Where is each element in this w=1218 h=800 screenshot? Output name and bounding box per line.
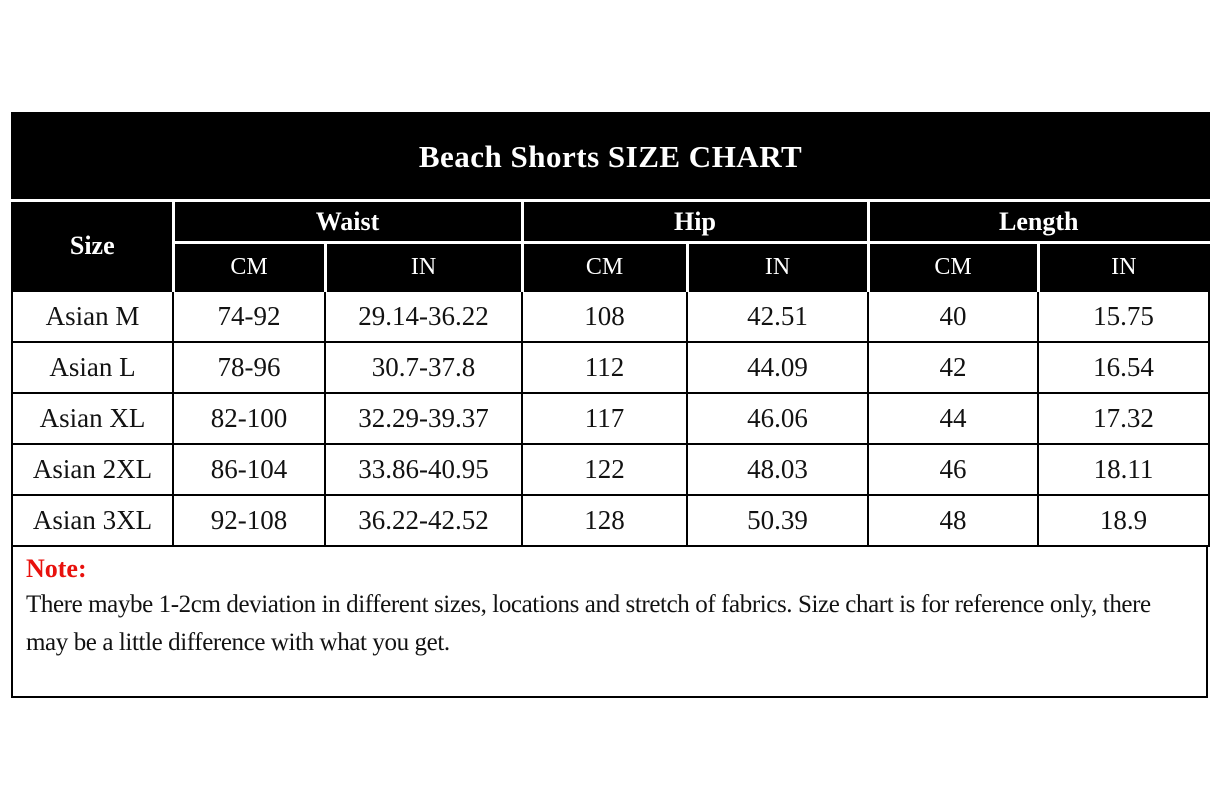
group-header-row: Size Waist Hip Length [12,200,1210,291]
length-cm-value: 46 [867,443,1039,496]
col-header-hip: Hip [520,200,868,244]
waist-in-value: 30.7-37.8 [324,341,523,394]
waist-in-value: 32.29-39.37 [324,392,523,445]
table-title: Beach Shorts SIZE CHART [12,113,1210,202]
length-in-value: 15.75 [1036,290,1211,343]
col-header-length: Length [866,200,1210,244]
hip-cm-value: 128 [521,494,688,547]
note-text: There maybe 1-2cm deviation in different… [26,591,1151,656]
size-value: Asian L [11,341,174,394]
length-in-value: 16.54 [1036,341,1211,394]
col-header-length-cm: CM [866,242,1038,291]
length-cm-value: 48 [867,494,1039,547]
col-header-waist-cm: CM [171,242,325,291]
col-header-hip-in: IN [685,242,868,291]
waist-cm-value: 92-108 [172,494,326,547]
table-row: Asian 3XL 92-108 36.22-42.52 128 50.39 4… [11,494,1211,547]
col-header-hip-cm: CM [520,242,687,291]
waist-cm-value: 74-92 [172,290,326,343]
col-header-waist-in: IN [323,242,522,291]
table-row: Asian L 78-96 30.7-37.8 112 44.09 42 16.… [11,341,1211,394]
size-chart-table: Beach Shorts SIZE CHART Size Waist Hip L… [11,112,1211,547]
col-header-size: Size [12,200,173,291]
length-in-value: 17.32 [1036,392,1211,445]
waist-cm-value: 86-104 [172,443,326,496]
hip-in-value: 42.51 [686,290,869,343]
size-value: Asian M [11,290,174,343]
waist-in-value: 36.22-42.52 [324,494,523,547]
table-row: Asian XL 82-100 32.29-39.37 117 46.06 44… [11,392,1211,445]
size-value: Asian 2XL [11,443,174,496]
size-chart-container: Beach Shorts SIZE CHART Size Waist Hip L… [11,112,1211,698]
waist-cm-value: 78-96 [172,341,326,394]
col-header-length-in: IN [1036,242,1210,291]
hip-in-value: 48.03 [686,443,869,496]
size-value: Asian 3XL [11,494,174,547]
hip-cm-value: 112 [521,341,688,394]
hip-in-value: 46.06 [686,392,869,445]
waist-in-value: 33.86-40.95 [324,443,523,496]
hip-cm-value: 117 [521,392,688,445]
unit-header-row: CM IN CM IN CM IN [12,242,1210,291]
hip-cm-value: 108 [521,290,688,343]
waist-in-value: 29.14-36.22 [324,290,523,343]
hip-in-value: 50.39 [686,494,869,547]
waist-cm-value: 82-100 [172,392,326,445]
length-cm-value: 40 [867,290,1039,343]
title-row: Beach Shorts SIZE CHART [12,113,1210,202]
table-row: Asian 2XL 86-104 33.86-40.95 122 48.03 4… [11,443,1211,496]
size-value: Asian XL [11,392,174,445]
hip-cm-value: 122 [521,443,688,496]
length-in-value: 18.11 [1036,443,1211,496]
length-cm-value: 42 [867,341,1039,394]
table-row: Asian M 74-92 29.14-36.22 108 42.51 40 1… [11,290,1211,343]
length-cm-value: 44 [867,392,1039,445]
col-header-waist: Waist [171,200,522,244]
note-label: Note: [26,554,87,583]
note-box: Note: There maybe 1-2cm deviation in dif… [11,545,1208,698]
length-in-value: 18.9 [1036,494,1211,547]
hip-in-value: 44.09 [686,341,869,394]
